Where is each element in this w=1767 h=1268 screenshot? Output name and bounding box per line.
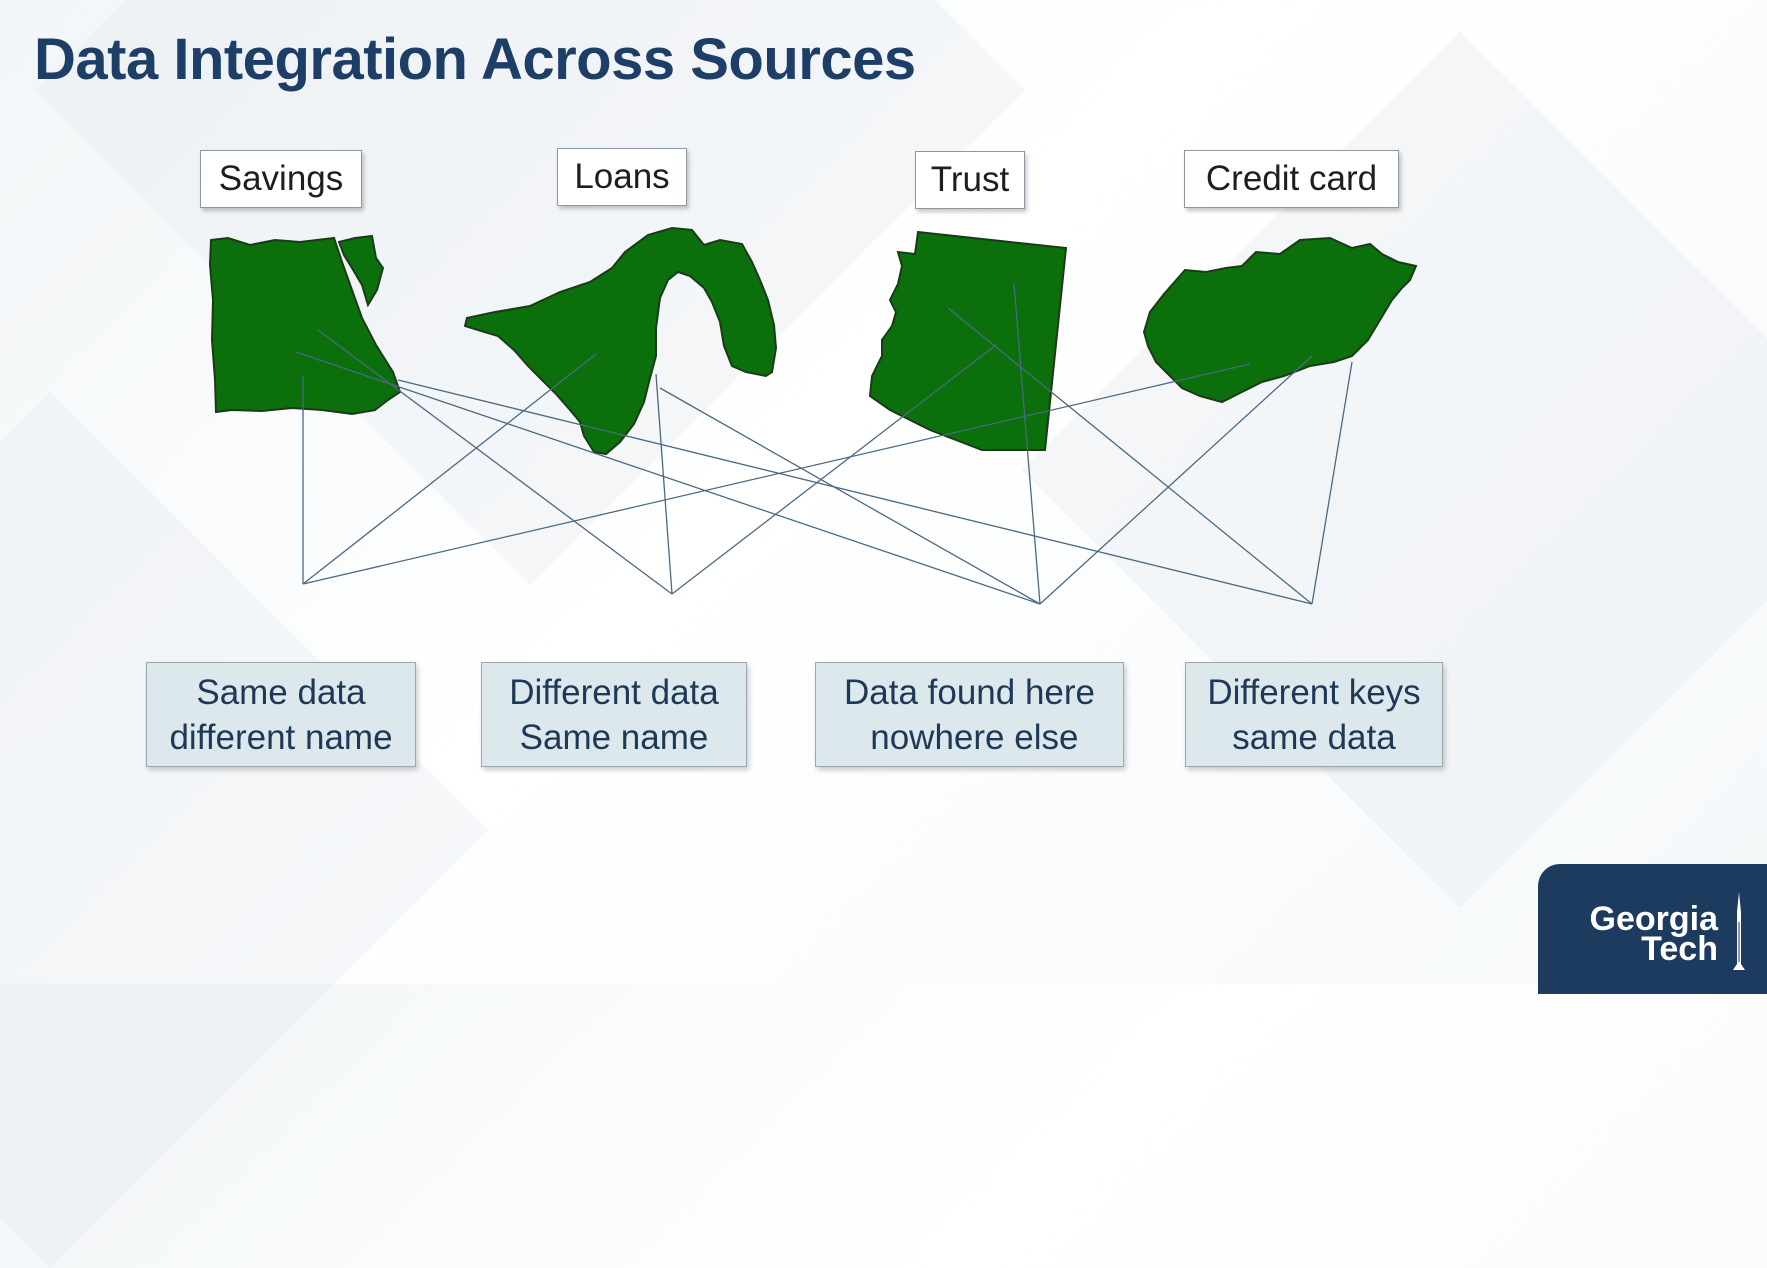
source-label-trust: Trust xyxy=(915,151,1025,209)
integration-diagram xyxy=(208,226,1418,605)
source-label-credit-card: Credit card xyxy=(1184,150,1399,208)
georgia-tech-logo: Georgia Tech xyxy=(1538,864,1767,994)
category-text: Data found here nowhere else xyxy=(843,672,1095,757)
arizona-map-icon xyxy=(868,230,1068,451)
logo-line-tech: Tech xyxy=(1641,930,1718,968)
logo-line-georgia: Georgia xyxy=(1589,900,1718,938)
tech-tower-icon xyxy=(1733,892,1745,970)
egypt-map-icon xyxy=(208,234,402,416)
connector-lines xyxy=(295,283,1353,605)
category-different-data-same-name: Different data Same name xyxy=(481,662,747,767)
source-label-loans: Loans xyxy=(557,148,687,206)
category-text: Same data different name xyxy=(169,672,393,757)
category-data-found-here-nowhere-else: Data found here nowhere else xyxy=(815,662,1124,767)
category-different-keys-same-data: Different keys same data xyxy=(1185,662,1443,767)
slide-title: Data Integration Across Sources xyxy=(34,27,916,92)
category-text: Different keys same data xyxy=(1207,672,1421,757)
category-text: Different data Same name xyxy=(509,672,719,757)
source-label-savings: Savings xyxy=(200,150,362,208)
brunei-map-icon xyxy=(463,226,778,456)
hungary-map-icon xyxy=(1142,236,1418,404)
category-same-data-different-name: Same data different name xyxy=(146,662,416,767)
